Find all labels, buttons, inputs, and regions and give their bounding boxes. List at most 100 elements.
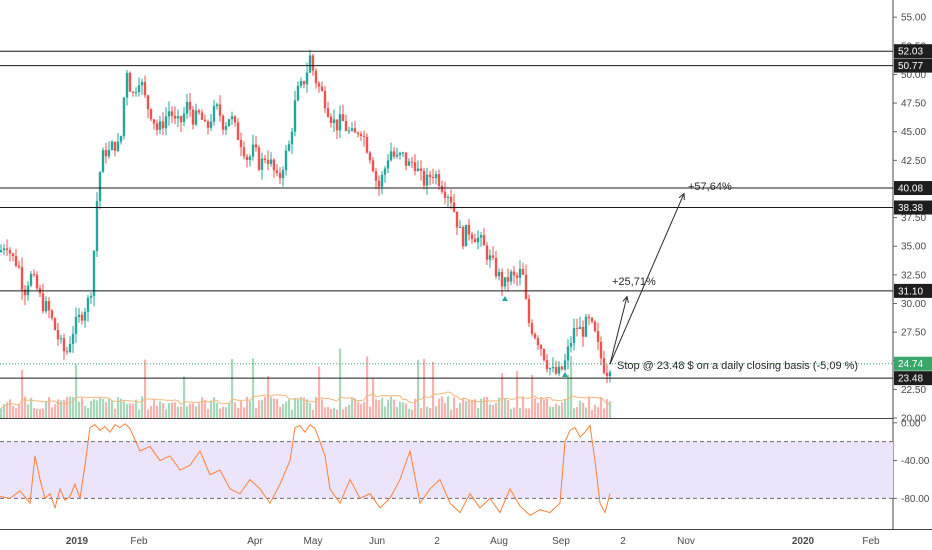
time-tick-label: Jun (369, 536, 385, 547)
oscillator-line (0, 423, 611, 517)
candle-body (440, 185, 444, 192)
volume-bar (348, 404, 351, 418)
candle-body (443, 191, 447, 198)
annotation-text: +25,71% (612, 276, 656, 288)
level-price-label: 50.77 (898, 61, 923, 72)
volume-bar (174, 402, 177, 418)
candle-body (125, 73, 129, 98)
candle-body (17, 265, 21, 268)
volume-bar (390, 396, 393, 418)
volume-bar (510, 409, 513, 418)
candle-body (317, 83, 321, 87)
candle-body (416, 168, 420, 171)
volume-bar (468, 399, 471, 418)
volume-bar (234, 402, 237, 418)
volume-bar (417, 359, 420, 418)
volume-bar (279, 406, 282, 418)
candle-body (209, 121, 213, 128)
candle-body (176, 116, 180, 119)
volume-bar (582, 402, 585, 418)
candle-body (260, 158, 264, 170)
candle-body (557, 366, 561, 374)
volume-bar (375, 399, 378, 418)
candle-body (494, 257, 498, 277)
volume-bar (540, 396, 543, 418)
candle-body (365, 136, 369, 153)
candle-body (122, 97, 126, 137)
volume-bar (24, 396, 27, 418)
candle-body (434, 174, 438, 179)
volume-bar (387, 399, 390, 418)
volume-bar (354, 398, 357, 418)
candle-body (221, 115, 225, 130)
candle-body (230, 116, 234, 120)
volume-bar (162, 403, 165, 418)
volume-bar (51, 407, 54, 418)
volume-bar (339, 348, 342, 418)
volume-bar (381, 397, 384, 418)
candle-body (236, 122, 240, 140)
volume-bar (477, 408, 480, 418)
candle-body (539, 345, 543, 349)
volume-bar (399, 401, 402, 418)
candle-body (395, 154, 399, 157)
oscillator-tick-label: -80.00 (901, 494, 930, 505)
volume-bar (198, 403, 201, 418)
volume-bar (324, 407, 327, 418)
volume-bar (147, 409, 150, 418)
candle-body (191, 109, 195, 125)
volume-bar (471, 399, 474, 418)
volume-bar (54, 404, 57, 418)
candle-body (47, 301, 51, 311)
candle-body (563, 360, 567, 370)
volume-bar (453, 397, 456, 418)
volume-bar (372, 378, 375, 418)
volume-bar (459, 402, 462, 418)
candle-body (362, 135, 366, 137)
volume-bar (180, 406, 183, 418)
candle-body (548, 368, 552, 370)
candle-body (458, 226, 462, 228)
price-pane: 20.0022.5025.0027.5030.0032.5035.0037.50… (0, 0, 932, 530)
volume-bar (303, 397, 306, 418)
candle-body (596, 331, 600, 342)
volume-bar (30, 397, 33, 418)
candle-body (77, 314, 81, 317)
candle-body (242, 147, 246, 157)
level-price-tag (894, 181, 932, 196)
candle-body (545, 360, 549, 370)
volume-bar (408, 408, 411, 418)
candle-body (551, 367, 555, 369)
volume-bar (300, 396, 303, 418)
volume-bar (72, 396, 75, 418)
candle-body (161, 121, 165, 129)
volume-bar (216, 402, 219, 418)
volume-bar (435, 406, 438, 418)
volume-bar (432, 361, 435, 418)
candle-body (44, 301, 48, 312)
volume-bar (36, 408, 39, 418)
candle-body (254, 144, 258, 148)
candle-body (95, 201, 99, 251)
candle-body (281, 170, 285, 179)
volume-bar (357, 401, 360, 418)
candle-body (356, 132, 360, 134)
candle-body (422, 170, 426, 186)
volume-bar (192, 403, 195, 418)
volume-bar (6, 402, 9, 418)
time-tick-label: Sep (552, 536, 570, 547)
candle-body (197, 110, 201, 113)
volume-bar (495, 402, 498, 418)
candle-body (542, 348, 546, 361)
volume-bar (543, 399, 546, 418)
candle-body (257, 147, 261, 170)
candle-body (326, 108, 330, 117)
volume-bar (123, 401, 126, 418)
volume-bar (522, 396, 525, 418)
volume-bar (513, 407, 516, 418)
volume-bar (273, 398, 276, 418)
volume-bar (501, 373, 504, 418)
candle-body (536, 338, 540, 346)
time-tick-label: Feb (862, 536, 880, 547)
candle-body (41, 293, 45, 312)
